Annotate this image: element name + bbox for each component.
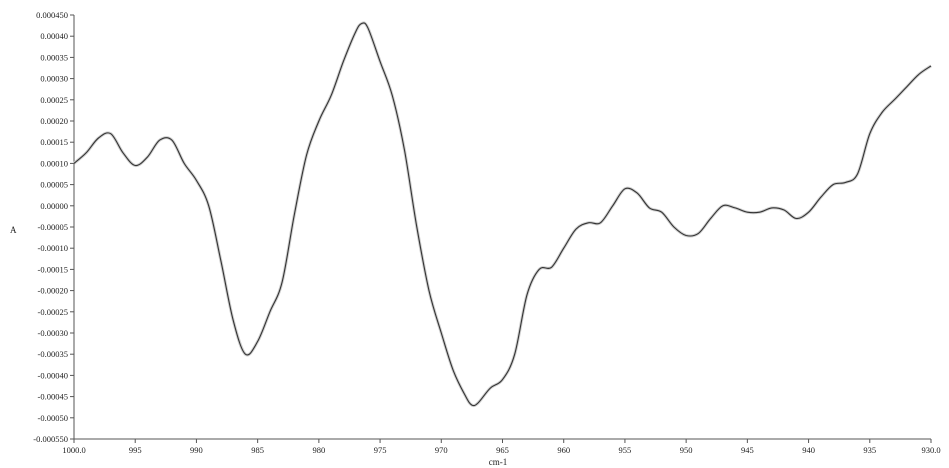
x-tick-label: 995 bbox=[129, 445, 142, 455]
x-tick-label: 950 bbox=[680, 445, 693, 455]
series-shadow-line bbox=[72, 21, 932, 408]
x-tick-label: 1000.0 bbox=[62, 445, 85, 455]
y-tick-label: -0.00025 bbox=[38, 307, 68, 317]
y-tick-label: -0.00010 bbox=[38, 243, 68, 253]
x-tick-label: 945 bbox=[741, 445, 754, 455]
x-tick-label: 990 bbox=[190, 445, 203, 455]
y-axis-title: A bbox=[10, 225, 17, 235]
y-tick-label: 0.00035 bbox=[40, 52, 68, 62]
x-tick-label: 975 bbox=[374, 445, 387, 455]
x-tick-label: 980 bbox=[312, 445, 325, 455]
y-tick-label: -0.00015 bbox=[38, 264, 68, 274]
x-tick-label: 985 bbox=[251, 445, 264, 455]
x-tick-label: 935 bbox=[863, 445, 876, 455]
x-tick-label: 960 bbox=[557, 445, 570, 455]
y-tick-label: -0.00035 bbox=[38, 349, 68, 359]
y-tick-label: -0.00045 bbox=[38, 392, 68, 402]
x-tick-label: 930.0 bbox=[921, 445, 940, 455]
y-tick-label: -0.00020 bbox=[38, 286, 68, 296]
x-tick-label: 955 bbox=[619, 445, 632, 455]
y-tick-label: 0.00010 bbox=[40, 158, 68, 168]
y-tick-label: -0.00050 bbox=[38, 413, 68, 423]
y-tick-label: 0.00005 bbox=[40, 180, 68, 190]
y-tick-label: 0.00025 bbox=[40, 95, 68, 105]
y-tick-label: 0.00000 bbox=[40, 201, 68, 211]
x-tick-label: 940 bbox=[802, 445, 815, 455]
axes: 0.000450 0.00040 0.00035 0.00030 0.00025 0.00… bbox=[33, 10, 940, 455]
y-tick-label: 0.00020 bbox=[40, 116, 68, 126]
x-axis-title: cm-1 bbox=[489, 457, 508, 467]
series-line bbox=[73, 22, 932, 407]
y-tick-label: -0.00005 bbox=[38, 222, 68, 232]
y-tick-label: 0.000450 bbox=[36, 10, 68, 20]
y-tick-label: -0.000550 bbox=[33, 434, 68, 444]
y-tick-label: -0.00030 bbox=[38, 328, 68, 338]
x-tick-label: 965 bbox=[496, 445, 509, 455]
x-tick-label: 970 bbox=[435, 445, 448, 455]
series-layer bbox=[72, 21, 932, 408]
y-tick-label: 0.00030 bbox=[40, 74, 68, 84]
y-tick-label: -0.00040 bbox=[38, 370, 68, 380]
y-tick-label: 0.00015 bbox=[40, 137, 68, 147]
y-tick-label: 0.00040 bbox=[40, 31, 68, 41]
